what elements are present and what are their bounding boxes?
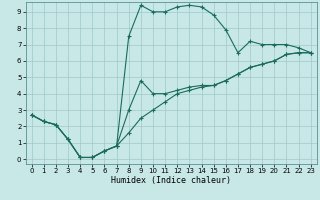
- X-axis label: Humidex (Indice chaleur): Humidex (Indice chaleur): [111, 176, 231, 185]
